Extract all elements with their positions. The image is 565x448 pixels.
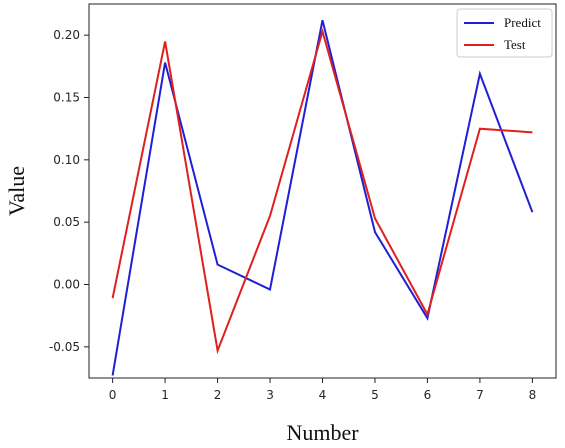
x-tick-label: 3 xyxy=(266,388,274,402)
x-tick-label: 7 xyxy=(476,388,484,402)
series-layer xyxy=(111,19,534,376)
x-tick-label: 5 xyxy=(371,388,379,402)
y-axis-label: Value xyxy=(4,166,29,216)
y-tick-label: 0.10 xyxy=(53,153,80,167)
x-axis-ticks: 0 1 2 3 4 5 6 7 8 xyxy=(109,378,536,402)
legend: Predict Test xyxy=(456,8,553,58)
x-tick-label: 0 xyxy=(109,388,117,402)
y-tick-label: 0.20 xyxy=(53,28,80,42)
plot-frame xyxy=(88,3,557,379)
y-tick-label: 0.15 xyxy=(53,91,80,105)
y-axis-ticks: -0.05 0.00 0.05 0.10 0.15 0.20 xyxy=(49,28,89,354)
series-line-predict xyxy=(111,19,534,376)
x-axis-label: Number xyxy=(286,420,359,445)
x-tick-label: 6 xyxy=(424,388,432,402)
x-tick-label: 4 xyxy=(319,388,327,402)
x-tick-label: 8 xyxy=(529,388,537,402)
x-tick-label: 2 xyxy=(214,388,222,402)
series-line-test xyxy=(111,27,533,355)
y-tick-label: 0.05 xyxy=(53,215,80,229)
y-tick-label: 0.00 xyxy=(53,278,80,292)
legend-label-test: Test xyxy=(504,37,526,52)
y-tick-label: -0.05 xyxy=(49,340,80,354)
legend-label-predict: Predict xyxy=(504,15,541,30)
x-tick-label: 1 xyxy=(161,388,169,402)
plot-area xyxy=(88,3,557,379)
